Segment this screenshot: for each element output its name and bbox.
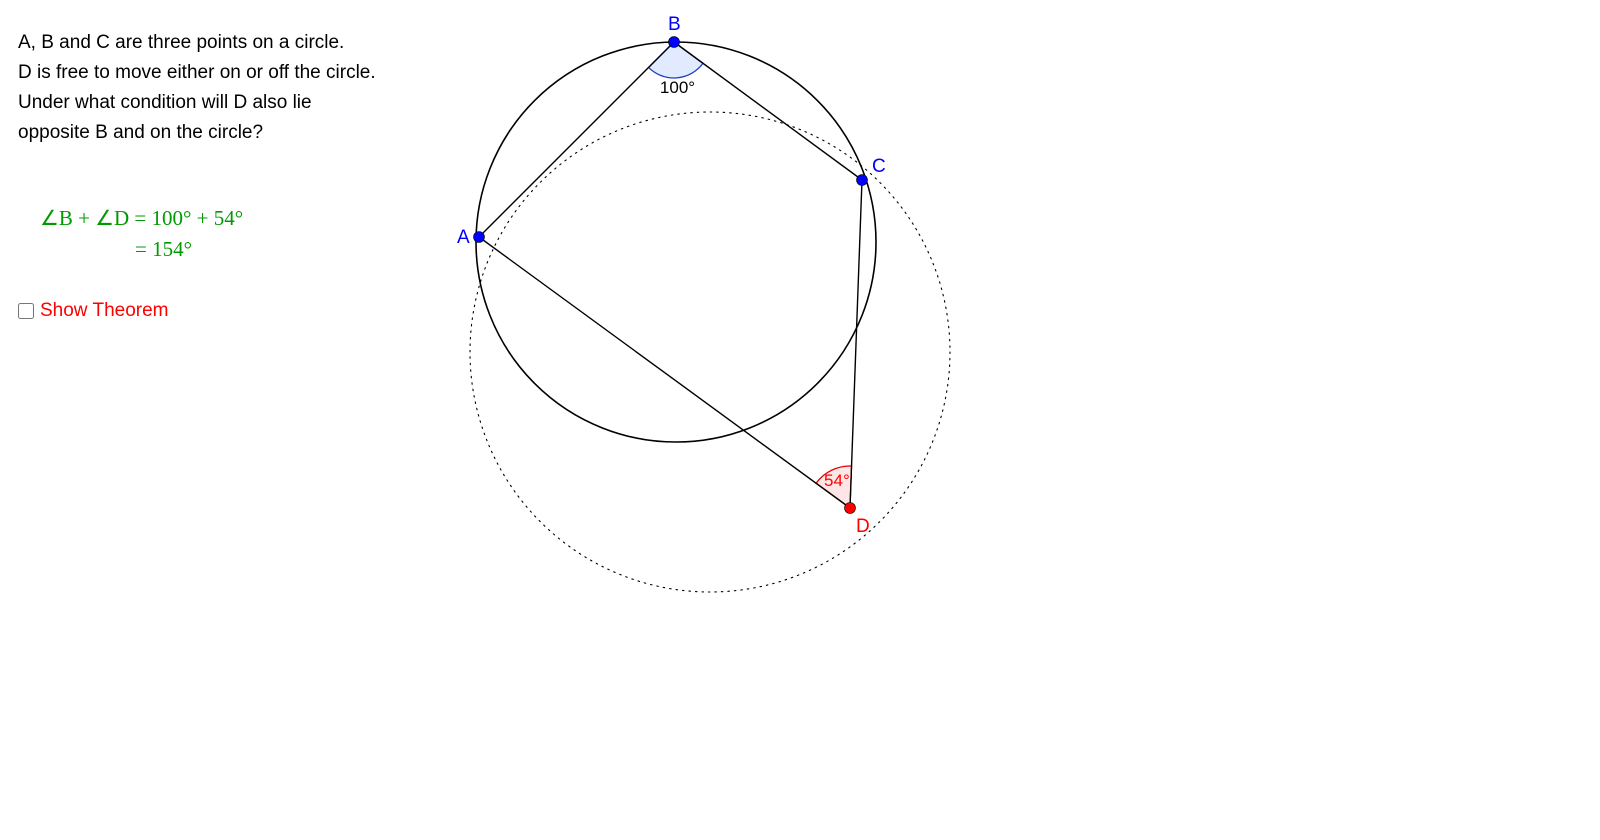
equation-lhs: ∠B + ∠D = [40,206,146,230]
point-C[interactable] [857,175,868,186]
point-A[interactable] [474,232,485,243]
circumcircle-acd [470,112,950,592]
edge-BC [674,42,862,180]
edge-AB [479,42,674,237]
problem-line-1: A, B and C are three points on a circle. [18,28,376,58]
point-label-C: C [872,156,886,177]
problem-line-2: D is free to move either on or off the c… [18,58,376,88]
equation: ∠B + ∠D = 100° + 54° = 154° [40,206,243,262]
show-theorem-checkbox[interactable] [18,303,34,319]
edge-CD [850,180,862,508]
point-label-D: D [856,516,870,537]
main-circle [476,42,876,442]
edge-DA [479,237,850,508]
point-B[interactable] [669,37,680,48]
problem-line-4: opposite B and on the circle? [18,118,376,148]
problem-text: A, B and C are three points on a circle.… [18,28,376,148]
problem-line-3: Under what condition will D also lie [18,88,376,118]
equation-line2: = 154° [40,237,243,262]
geometry-diagram[interactable]: 100°54°ABCD [430,22,990,617]
angle-B-label: 100° [660,78,695,97]
show-theorem-row: Show Theorem [18,300,169,322]
show-theorem-label[interactable]: Show Theorem [40,300,169,322]
point-D[interactable] [845,503,856,514]
angle-D-label: 54° [824,471,850,490]
point-label-B: B [668,14,681,35]
point-label-A: A [457,227,470,248]
equation-rhs1: 100° + 54° [152,206,244,230]
